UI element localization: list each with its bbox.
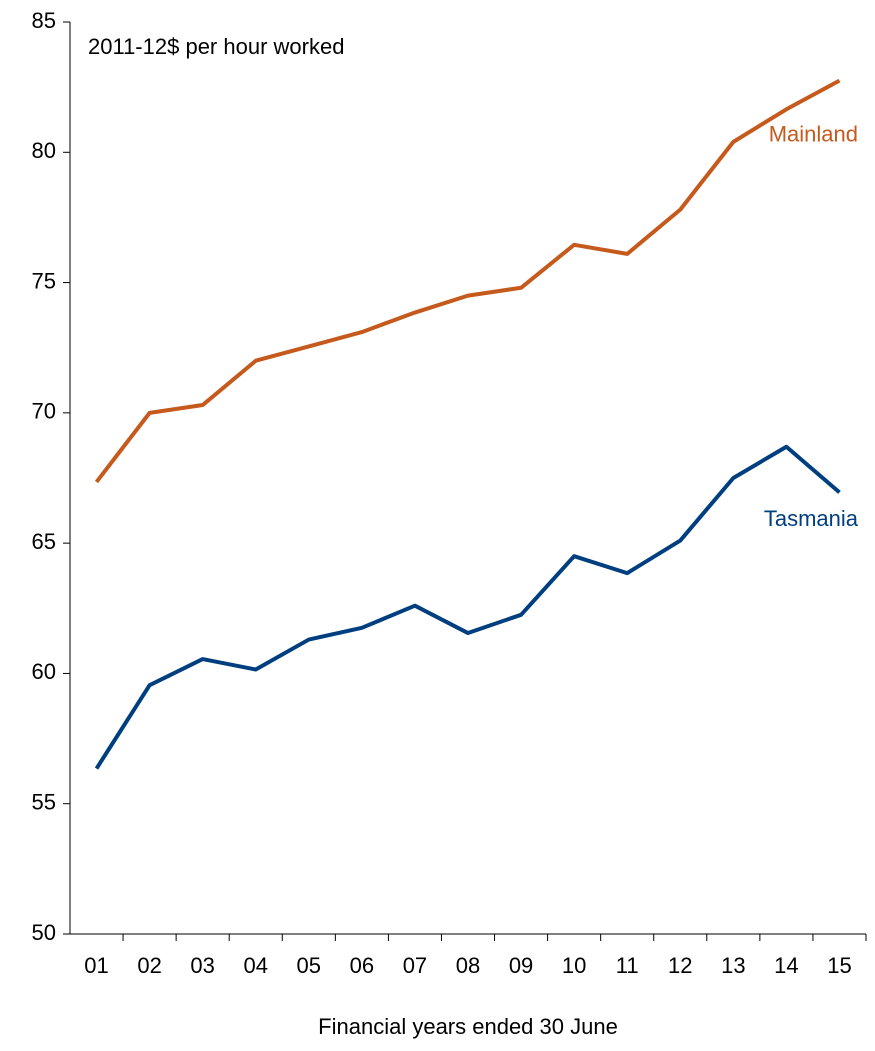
x-tick-label: 02 [137, 953, 161, 978]
x-tick-label: 05 [297, 953, 321, 978]
x-tick-label: 03 [190, 953, 214, 978]
series-label: Tasmania [764, 506, 859, 531]
x-tick-label: 01 [84, 953, 108, 978]
series-line [94, 78, 841, 484]
y-tick-label: 65 [32, 529, 56, 554]
x-tick-label: 15 [827, 953, 851, 978]
x-tick-label: 10 [562, 953, 586, 978]
x-tick-label: 07 [403, 953, 427, 978]
y-tick-label: 55 [32, 790, 56, 815]
unit-annotation: 2011-12$ per hour worked [88, 34, 344, 59]
y-tick-label: 70 [32, 399, 56, 424]
x-tick-label: 12 [668, 953, 692, 978]
series-line [94, 444, 841, 770]
x-tick-label: 08 [456, 953, 480, 978]
x-tick-label: 11 [616, 953, 639, 978]
y-tick-label: 85 [32, 8, 56, 33]
x-tick-label: 06 [350, 953, 374, 978]
x-tick-label: 14 [774, 953, 798, 978]
y-tick-label: 80 [32, 138, 56, 163]
x-tick-label: 13 [721, 953, 745, 978]
x-tick-label: 04 [243, 953, 267, 978]
y-tick-label: 75 [32, 268, 56, 293]
series-label: Mainland [769, 121, 858, 146]
y-tick-label: 60 [32, 659, 56, 684]
x-tick-label: 09 [509, 953, 533, 978]
x-axis-title: Financial years ended 30 June [318, 1014, 618, 1039]
y-tick-label: 50 [32, 920, 56, 945]
